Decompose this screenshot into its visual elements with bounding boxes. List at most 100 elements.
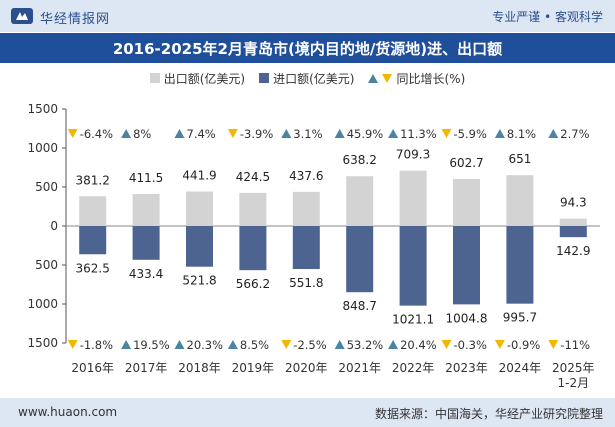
export-bar <box>399 170 427 226</box>
footer-site: www.huaon.com <box>18 405 118 419</box>
x-category-label: 2019年 <box>232 361 275 375</box>
y-tick-label: 1000 <box>27 141 58 155</box>
export-value-label: 94.3 <box>560 196 587 210</box>
legend-swatch-export <box>149 73 160 83</box>
export-growth-marker <box>281 129 292 138</box>
export-growth-label: -6.4% <box>80 127 113 141</box>
x-category-label: 2016年 <box>71 361 114 375</box>
import-growth-label: 20.4% <box>400 338 437 352</box>
export-growth-marker <box>548 129 559 138</box>
export-bar <box>79 196 107 226</box>
import-bar <box>239 226 267 271</box>
export-growth-label: -3.9% <box>240 127 273 141</box>
import-bar <box>132 226 160 260</box>
export-growth-label: 8% <box>133 127 151 141</box>
import-growth-label: -1.8% <box>80 338 113 352</box>
legend-item-export: 出口额(亿美元) <box>149 70 246 87</box>
import-value-label: 1021.1 <box>392 313 434 327</box>
import-growth-label: 8.5% <box>240 338 269 352</box>
y-tick-label: 500 <box>35 258 58 272</box>
export-value-label: 424.5 <box>236 170 270 184</box>
export-bar <box>186 191 213 226</box>
export-bar <box>453 178 480 226</box>
import-growth-label: 20.3% <box>187 338 224 352</box>
import-growth-label: -11% <box>560 338 590 352</box>
x-category-label: 2024年 <box>499 361 542 375</box>
import-growth-label: -2.5% <box>293 338 326 352</box>
import-growth-marker <box>441 340 452 349</box>
import-bar <box>186 226 213 267</box>
import-value-label: 433.4 <box>129 267 163 281</box>
export-growth-label: 7.4% <box>187 127 216 141</box>
triangle-down-icon <box>382 73 393 83</box>
import-growth-marker <box>67 340 78 349</box>
import-growth-label: 53.2% <box>347 338 384 352</box>
import-growth-marker <box>494 340 505 349</box>
export-bar <box>132 193 160 226</box>
import-bar <box>506 226 534 304</box>
legend-label-growth: 同比增长(%) <box>396 71 466 86</box>
export-value-label: 411.5 <box>129 171 163 185</box>
import-value-label: 848.7 <box>343 299 377 313</box>
chart-title-bar: 2016-2025年2月青岛市(境内目的地/货源地)进、出口额 <box>0 33 615 63</box>
import-growth-marker <box>281 340 292 349</box>
brand-logo-icon <box>11 8 33 24</box>
footer-bar: www.huaon.com 数据来源：中国海关，华经产业研究院整理 <box>0 398 615 427</box>
import-bar <box>399 226 427 306</box>
export-growth-marker <box>441 129 452 138</box>
import-bar <box>292 226 320 270</box>
x-category-label: 2020年 <box>285 361 328 375</box>
export-growth-marker <box>67 129 78 138</box>
export-growth-label: 2.7% <box>560 127 589 141</box>
import-bar <box>559 226 587 238</box>
import-growth-marker <box>548 340 559 349</box>
y-tick-label: 1000 <box>27 297 58 311</box>
export-growth-label: 45.9% <box>347 127 384 141</box>
export-value-label: 709.3 <box>396 148 430 162</box>
export-value-label: 381.2 <box>76 173 110 187</box>
import-value-label: 521.8 <box>182 274 216 288</box>
export-growth-marker <box>334 129 345 138</box>
legend-label-import: 进口额(亿美元) <box>273 71 355 86</box>
legend-item-import: 进口额(亿美元) <box>259 70 354 87</box>
export-value-label: 651 <box>508 152 531 166</box>
bar-chart: 1500 1000 500 0 500 1000 1500 381.2 362.5 -6.4% -1… <box>27 102 600 390</box>
export-value-label: 437.6 <box>289 169 323 183</box>
import-growth-marker <box>174 340 185 349</box>
brand-name: 华经情报网 <box>40 12 111 27</box>
chart-legend: 出口额(亿美元) 进口额(亿美元) 同比增长(%) <box>0 68 615 88</box>
y-tick-label: 0 <box>50 219 58 233</box>
import-bar <box>346 226 374 293</box>
export-growth-label: 3.1% <box>293 127 322 141</box>
import-growth-label: 19.5% <box>133 338 170 352</box>
import-bar <box>79 226 107 255</box>
x-category-label: 2021年 <box>338 361 381 375</box>
legend-item-growth: 同比增长(%) <box>368 70 465 87</box>
export-bar <box>559 218 587 226</box>
y-tick-label: 500 <box>35 180 58 194</box>
export-growth-marker <box>388 129 399 138</box>
import-growth-marker <box>227 340 238 349</box>
legend-label-export: 出口额(亿美元) <box>163 71 246 86</box>
export-bar <box>506 175 534 226</box>
footer-source: 数据来源：中国海关，华经产业研究院整理 <box>374 407 603 421</box>
import-value-label: 142.9 <box>556 244 590 258</box>
export-growth-label: 11.3% <box>400 127 437 141</box>
export-bar <box>239 192 267 226</box>
import-value-label: 566.2 <box>236 277 270 291</box>
import-growth-marker <box>388 340 399 349</box>
triangle-up-icon <box>368 73 379 83</box>
import-value-label: 1004.8 <box>446 311 488 325</box>
y-tick-label: 1500 <box>27 336 58 350</box>
export-value-label: 441.9 <box>182 169 216 183</box>
x-category-label: 2023年 <box>445 361 488 375</box>
legend-swatch-import <box>259 73 270 83</box>
export-growth-marker <box>121 129 132 138</box>
import-value-label: 995.7 <box>503 311 537 325</box>
import-value-label: 551.8 <box>289 276 323 290</box>
import-growth-label: -0.9% <box>507 338 540 352</box>
top-banner: 华经情报网 专业严谨 • 客观科学 <box>0 0 615 32</box>
export-growth-label: 8.1% <box>507 127 536 141</box>
import-growth-label: -0.3% <box>454 338 487 352</box>
x-category-label: 1-2月 <box>557 376 589 390</box>
